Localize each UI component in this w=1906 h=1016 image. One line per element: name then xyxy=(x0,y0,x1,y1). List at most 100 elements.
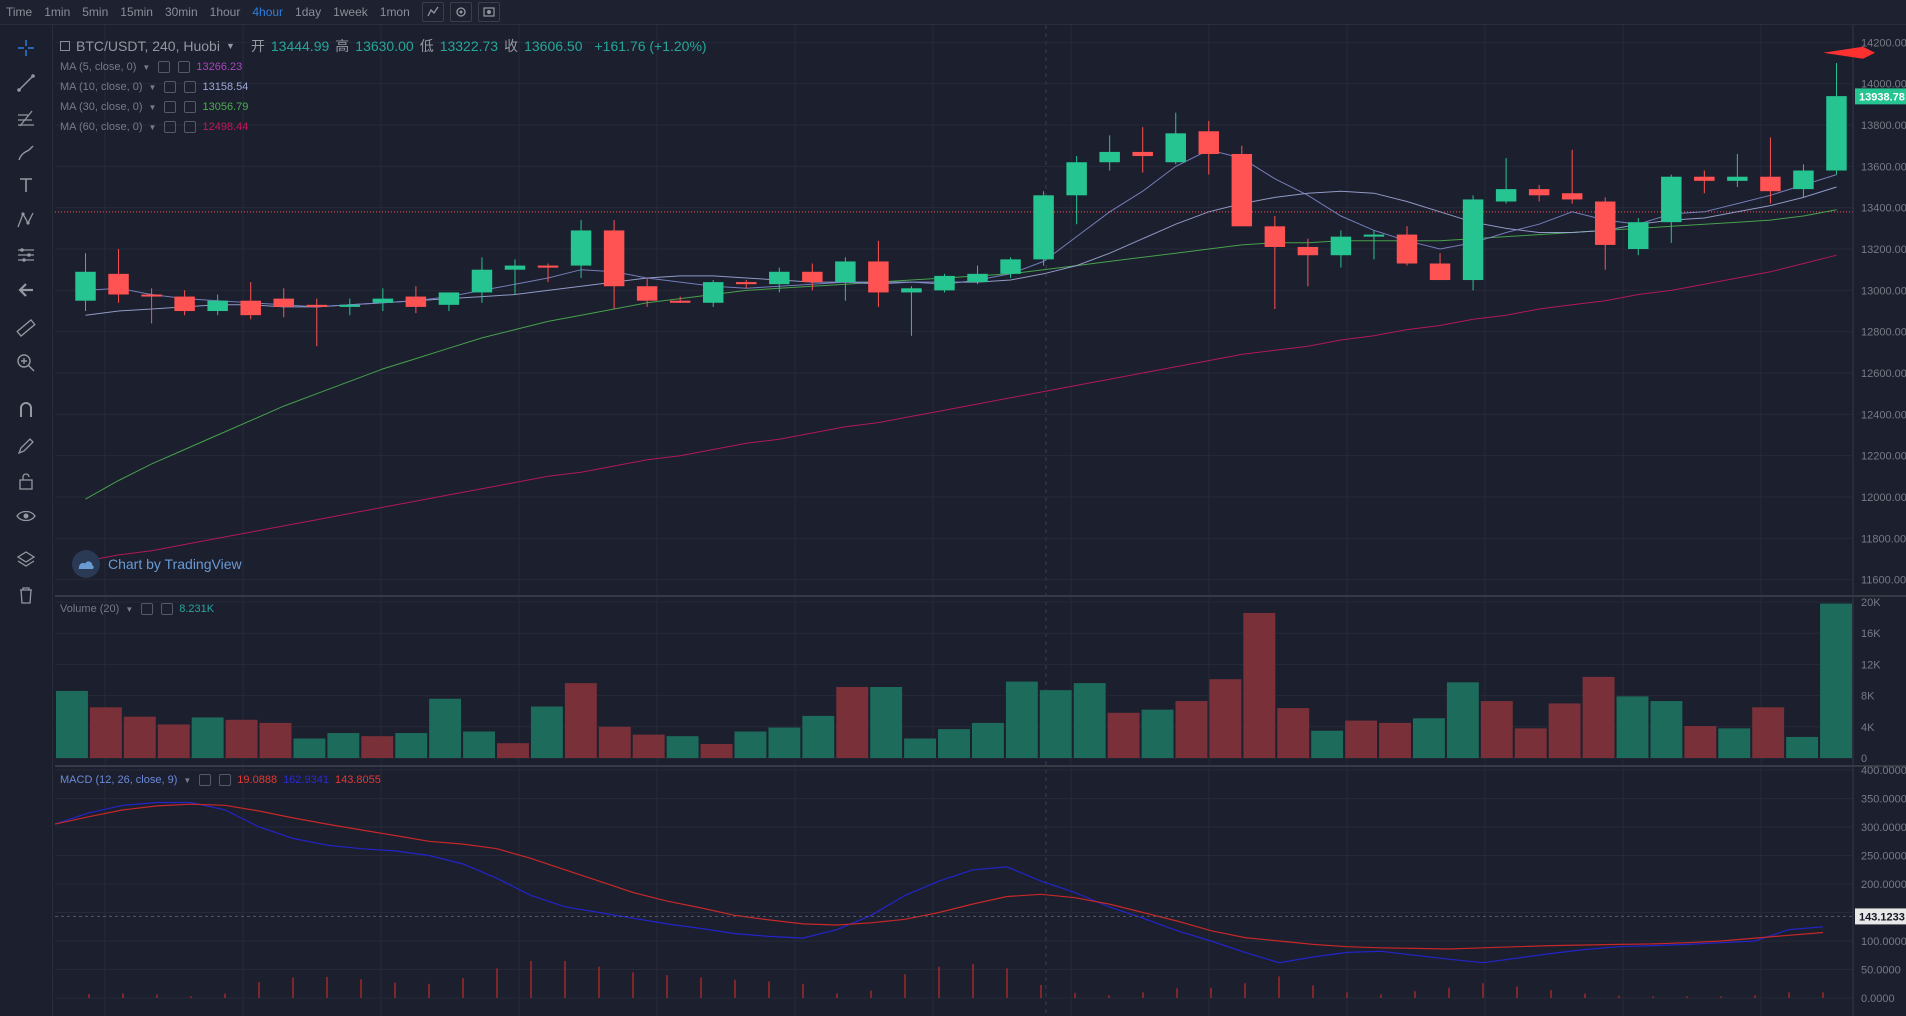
legend-menu-icon[interactable] xyxy=(60,41,70,51)
settings-gear-icon[interactable] xyxy=(449,2,472,22)
candle-body xyxy=(702,282,724,303)
timeframe-4hour[interactable]: 4hour xyxy=(252,5,284,19)
settings-icon[interactable] xyxy=(141,603,154,615)
macd-pane xyxy=(54,801,1853,998)
dropdown-caret-icon[interactable]: ▼ xyxy=(225,41,235,51)
timeframe-1mon[interactable]: 1mon xyxy=(379,5,410,19)
tradingview-logo-icon xyxy=(72,550,100,578)
volume-bar xyxy=(327,733,360,758)
dropdown-caret-icon[interactable]: ▼ xyxy=(148,102,157,112)
timeframe-1hour[interactable]: 1hour xyxy=(209,5,241,19)
close-icon[interactable] xyxy=(184,81,197,93)
pattern-tool-icon[interactable] xyxy=(13,207,39,233)
close-icon[interactable] xyxy=(161,603,174,615)
ma-label[interactable]: MA (5, close, 0) xyxy=(60,61,137,73)
ma-label[interactable]: MA (60, close, 0) xyxy=(60,121,143,133)
chart-type-icon[interactable] xyxy=(421,2,444,22)
candle xyxy=(537,263,559,283)
volume-bar xyxy=(1277,708,1310,758)
close-icon[interactable] xyxy=(184,121,197,133)
volume-bar xyxy=(1345,720,1378,758)
text-tool-icon[interactable] xyxy=(13,172,39,198)
timeframe-1week[interactable]: 1week xyxy=(333,5,368,19)
macd-tick-label: 350.0000 xyxy=(1861,794,1906,806)
dropdown-caret-icon[interactable]: ▼ xyxy=(148,82,157,92)
candle xyxy=(1198,120,1220,175)
price-tick-label: 13000.00 xyxy=(1861,285,1906,297)
macd-label[interactable]: MACD (12, 26, close, 9) xyxy=(60,774,178,786)
settings-icon[interactable] xyxy=(164,81,177,93)
ma-label[interactable]: MA (30, close, 0) xyxy=(60,101,143,113)
timeframe-1min[interactable]: 1min xyxy=(44,5,71,19)
screenshot-icon[interactable] xyxy=(477,2,500,22)
symbol-label[interactable]: BTC/USDT, 240, Huobi xyxy=(76,38,220,54)
brush-icon[interactable] xyxy=(13,140,39,166)
magnet-icon[interactable] xyxy=(13,397,39,423)
settings-icon[interactable] xyxy=(199,774,212,786)
prediction-tool-icon[interactable] xyxy=(13,242,39,268)
timeframe-5min[interactable]: 5min xyxy=(82,5,109,19)
candle xyxy=(1694,170,1715,194)
candle xyxy=(438,292,460,312)
ma-legend-row: MA (5, close, 0) ▼ 13266.23 xyxy=(60,57,248,77)
dropdown-caret-icon[interactable]: ▼ xyxy=(148,122,157,132)
close-icon[interactable] xyxy=(178,61,191,73)
draw-mode-icon[interactable] xyxy=(13,433,39,459)
candle xyxy=(1099,135,1120,171)
volume-bar xyxy=(530,706,563,758)
candle xyxy=(1628,218,1649,256)
back-arrow-icon[interactable] xyxy=(13,277,39,303)
settings-icon[interactable] xyxy=(164,101,177,113)
volume-bar xyxy=(1005,681,1038,758)
close-icon[interactable] xyxy=(219,774,232,786)
dropdown-caret-icon[interactable]: ▼ xyxy=(142,62,151,72)
timeframe-15min[interactable]: 15min xyxy=(120,5,153,19)
drawing-tools-sidebar xyxy=(0,25,53,1016)
price-tick-label: 12400.00 xyxy=(1861,409,1906,421)
volume-bar xyxy=(89,707,122,758)
volume-bar xyxy=(293,738,326,758)
dropdown-caret-icon[interactable]: ▼ xyxy=(183,775,192,785)
volume-bar xyxy=(1548,703,1581,758)
candle-body xyxy=(438,292,460,305)
change-value: +161.76 (+1.20%) xyxy=(594,38,707,54)
timeframe-time[interactable]: Time xyxy=(6,5,33,19)
volume-label[interactable]: Volume (20) xyxy=(60,603,120,615)
candle-body xyxy=(570,230,592,266)
close-label: 收 xyxy=(504,38,519,54)
volume-bar xyxy=(870,687,903,758)
close-icon[interactable] xyxy=(184,101,197,113)
timeframe-30min[interactable]: 30min xyxy=(164,5,198,19)
macd-value-2: 162.9341 xyxy=(283,774,329,786)
moving-averages xyxy=(85,149,1837,562)
candle-body xyxy=(1165,133,1186,163)
timeframe-1day[interactable]: 1day xyxy=(295,5,322,19)
volume-bar xyxy=(56,690,88,758)
low-label: 低 xyxy=(419,38,434,54)
volume-bar xyxy=(1616,696,1649,758)
trash-icon[interactable] xyxy=(13,582,39,608)
layers-icon[interactable] xyxy=(13,547,39,573)
candle-body xyxy=(802,271,823,283)
ma-label[interactable]: MA (10, close, 0) xyxy=(60,81,143,93)
ma30-line xyxy=(85,209,1837,500)
ruler-icon[interactable] xyxy=(13,315,39,341)
tradingview-watermark[interactable]: Chart by TradingView xyxy=(72,550,242,578)
settings-icon[interactable] xyxy=(158,61,171,73)
fib-tool-icon[interactable] xyxy=(13,105,39,131)
trend-line-icon[interactable] xyxy=(13,70,39,96)
dropdown-caret-icon[interactable]: ▼ xyxy=(125,604,134,614)
lock-icon[interactable] xyxy=(13,468,39,494)
candle-body xyxy=(1396,234,1418,264)
price-tick-label: 14200.00 xyxy=(1861,37,1906,49)
crosshair-icon[interactable] xyxy=(13,35,39,61)
volume-bar xyxy=(1209,679,1242,758)
candle xyxy=(141,288,162,324)
volume-bar xyxy=(259,722,292,758)
candle xyxy=(1231,145,1253,227)
zoom-in-icon[interactable] xyxy=(13,350,39,376)
eye-icon[interactable] xyxy=(13,503,39,529)
settings-icon[interactable] xyxy=(164,121,177,133)
candle xyxy=(273,288,294,318)
